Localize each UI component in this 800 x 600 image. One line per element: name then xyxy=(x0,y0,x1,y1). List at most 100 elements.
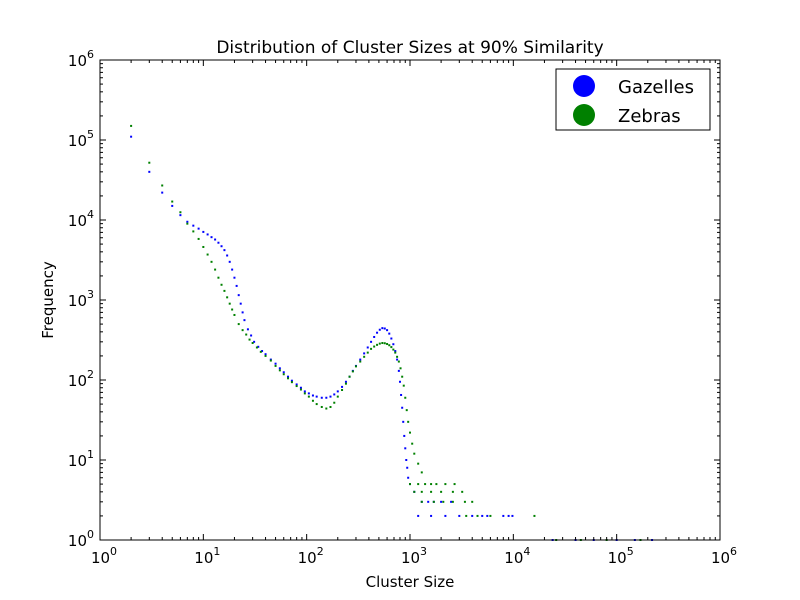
data-point xyxy=(417,514,420,517)
data-point xyxy=(231,308,234,311)
data-point xyxy=(465,514,468,517)
data-point xyxy=(274,362,277,365)
data-point xyxy=(417,483,420,486)
data-point xyxy=(303,392,306,395)
data-point xyxy=(206,233,209,236)
data-point xyxy=(197,227,200,230)
data-point xyxy=(388,332,391,335)
data-point xyxy=(299,388,302,391)
data-point xyxy=(373,335,376,338)
data-point xyxy=(233,276,236,279)
data-point xyxy=(325,396,328,399)
data-point xyxy=(186,220,189,223)
tick-label: 103 xyxy=(68,288,94,310)
data-point xyxy=(373,345,376,348)
data-point xyxy=(430,514,433,517)
chart-title: Distribution of Cluster Sizes at 90% Sim… xyxy=(216,38,603,58)
data-point xyxy=(461,490,464,493)
data-point xyxy=(394,350,397,353)
data-point xyxy=(220,245,223,248)
data-point xyxy=(148,161,151,164)
data-point xyxy=(440,500,443,503)
data-point xyxy=(451,500,454,503)
data-point xyxy=(376,331,379,334)
data-point xyxy=(486,514,489,517)
data-point xyxy=(311,399,314,402)
data-point xyxy=(233,313,236,316)
data-point xyxy=(255,346,258,349)
data-point xyxy=(315,403,318,406)
data-point xyxy=(383,327,386,330)
data-point xyxy=(533,514,536,517)
data-point xyxy=(253,340,256,343)
data-point xyxy=(383,342,386,345)
data-point xyxy=(420,490,423,493)
data-point xyxy=(299,386,302,389)
data-point xyxy=(241,329,244,332)
data-point xyxy=(407,420,410,423)
y-axis-label: Frequency xyxy=(39,261,57,339)
data-point xyxy=(311,394,314,397)
data-point xyxy=(320,396,323,399)
data-point xyxy=(432,500,435,503)
data-point xyxy=(409,483,411,486)
data-point xyxy=(388,344,391,347)
points-layer xyxy=(130,124,654,541)
legend: Gazelles Zebras xyxy=(555,68,711,131)
data-point xyxy=(245,333,248,336)
data-point xyxy=(295,385,298,388)
data-point xyxy=(333,401,336,404)
data-point xyxy=(366,351,369,354)
data-point xyxy=(394,351,397,354)
data-point xyxy=(424,483,427,486)
data-point xyxy=(396,355,399,358)
data-point xyxy=(341,385,344,388)
data-point xyxy=(359,360,362,363)
data-point xyxy=(226,296,229,299)
data-point xyxy=(403,434,406,437)
data-point xyxy=(130,124,133,127)
data-point xyxy=(282,371,285,374)
data-point xyxy=(390,337,393,340)
data-point xyxy=(507,514,510,517)
data-point xyxy=(257,345,260,348)
data-point xyxy=(502,514,505,517)
data-point xyxy=(325,407,328,410)
data-point xyxy=(223,289,226,292)
data-point xyxy=(278,367,281,370)
tick-label: 100 xyxy=(68,528,94,550)
tick-label: 102 xyxy=(68,368,94,390)
data-point xyxy=(409,431,411,434)
data-point xyxy=(287,377,290,380)
data-point xyxy=(386,342,389,345)
data-point xyxy=(370,347,373,350)
tick-label: 102 xyxy=(298,545,324,567)
data-point xyxy=(341,389,344,391)
data-point xyxy=(378,328,381,331)
data-point xyxy=(295,383,298,386)
data-point xyxy=(430,490,433,493)
data-point xyxy=(220,283,223,286)
data-point xyxy=(354,365,357,368)
data-point xyxy=(248,338,251,341)
tick-label: 105 xyxy=(608,545,634,567)
data-point xyxy=(351,370,354,373)
data-point xyxy=(336,395,339,398)
data-point xyxy=(435,483,438,486)
data-point xyxy=(246,328,249,331)
plot-area xyxy=(100,60,720,540)
data-point xyxy=(202,230,205,233)
data-point xyxy=(363,352,366,355)
data-point xyxy=(359,358,362,361)
data-point xyxy=(320,405,323,408)
data-point xyxy=(202,245,205,248)
data-point xyxy=(243,319,246,322)
data-point xyxy=(241,311,244,314)
data-point xyxy=(420,471,423,474)
data-point xyxy=(329,405,332,408)
tick-label: 103 xyxy=(401,545,427,567)
data-point xyxy=(442,500,445,503)
data-point xyxy=(278,369,281,372)
data-point xyxy=(161,184,164,187)
